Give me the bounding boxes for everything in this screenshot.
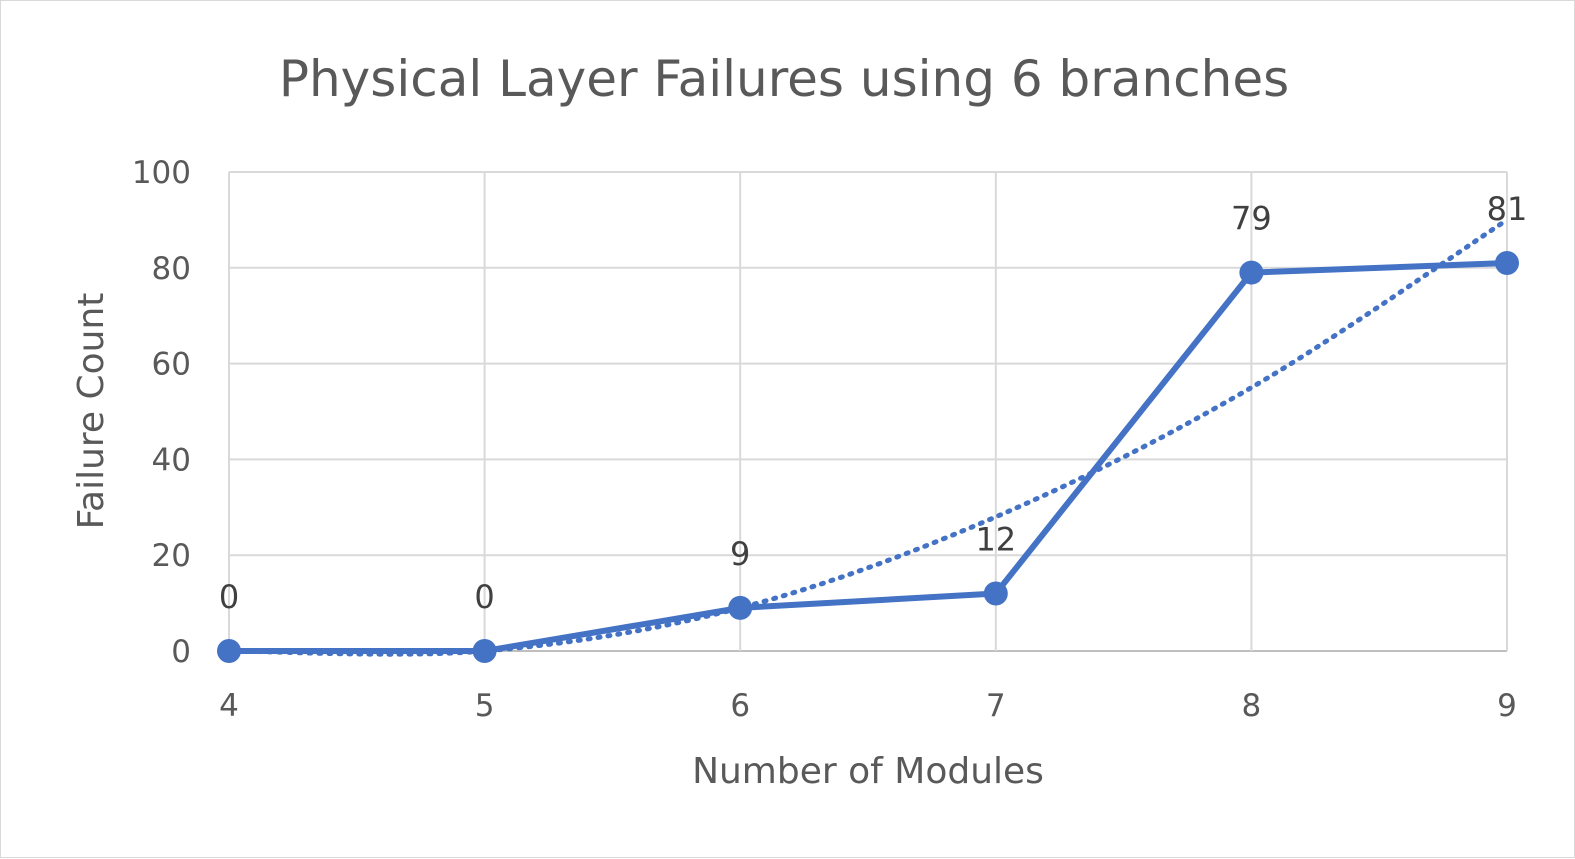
data-label: 0 xyxy=(474,578,494,616)
y-axis-title: Failure Count xyxy=(71,293,112,530)
data-point xyxy=(1495,251,1519,276)
x-tick-label: 8 xyxy=(1242,688,1262,724)
data-label: 9 xyxy=(730,535,750,573)
data-label: 0 xyxy=(219,578,239,616)
x-tick-label: 5 xyxy=(475,688,495,724)
y-tick-label: 100 xyxy=(132,155,191,191)
data-point xyxy=(728,595,753,620)
y-tick-label: 40 xyxy=(152,442,191,478)
data-label: 12 xyxy=(975,521,1016,559)
series-line xyxy=(229,260,1508,654)
x-tick-label: 9 xyxy=(1497,688,1517,724)
y-axis-ticks: 0 20 40 60 80 100 xyxy=(132,155,191,670)
x-tick-label: 6 xyxy=(730,688,750,724)
data-label: 79 xyxy=(1231,200,1272,238)
data-point xyxy=(1239,260,1264,285)
y-tick-label: 60 xyxy=(152,347,191,383)
chart-title: Physical Layer Failures using 6 branches xyxy=(279,50,1289,108)
data-point xyxy=(217,639,241,663)
data-labels: 0 0 9 12 79 81 xyxy=(219,190,1528,616)
trendline xyxy=(226,217,1510,657)
x-axis-ticks: 4 5 6 7 8 9 xyxy=(219,688,1517,724)
y-tick-label: 20 xyxy=(152,538,191,574)
trendline-group xyxy=(226,217,1510,657)
data-label: 81 xyxy=(1487,190,1528,228)
y-tick-label: 80 xyxy=(152,251,191,287)
x-tick-label: 7 xyxy=(986,688,1006,724)
x-tick-label: 4 xyxy=(219,688,239,724)
x-axis-title: Number of Modules xyxy=(692,751,1044,792)
gridlines xyxy=(228,171,1508,652)
y-tick-label: 0 xyxy=(171,634,191,670)
data-point xyxy=(983,581,1008,606)
series-group xyxy=(217,251,1519,663)
data-point xyxy=(472,639,497,663)
